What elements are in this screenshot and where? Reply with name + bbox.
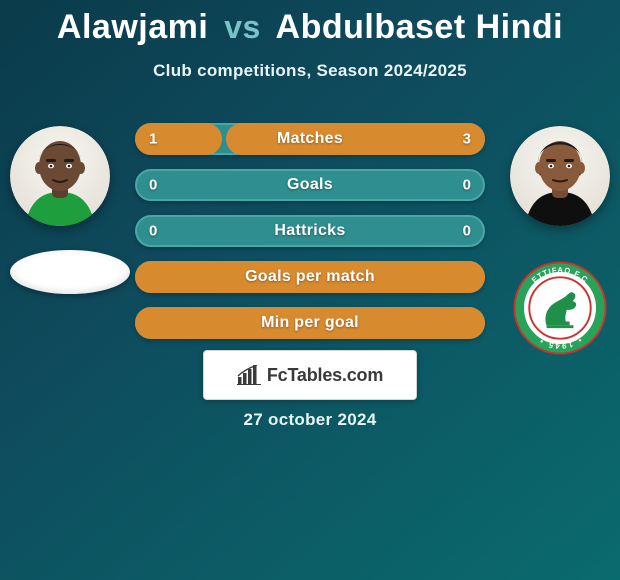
ettifaq-crest-icon: ETTIFAQ F.C • 1945 • bbox=[512, 260, 608, 356]
player2-avatar bbox=[510, 126, 610, 226]
stat-value-left: 0 bbox=[149, 223, 157, 240]
title-vs: vs bbox=[224, 9, 261, 45]
player1-avatar-svg bbox=[10, 126, 110, 226]
stat-row: 0 0 Hattricks bbox=[135, 215, 485, 247]
stat-value-right: 3 bbox=[463, 131, 471, 148]
subtitle: Club competitions, Season 2024/2025 bbox=[0, 61, 620, 81]
stat-label: Matches bbox=[277, 130, 343, 148]
player1-club-logo bbox=[10, 250, 130, 294]
player1-avatar bbox=[10, 126, 110, 226]
stats-list: 1 3 Matches 0 0 Goals 0 0 Hattricks Goals per mat… bbox=[135, 123, 485, 353]
stat-value-left: 0 bbox=[149, 177, 157, 194]
stat-row: 0 0 Goals bbox=[135, 169, 485, 201]
player2-club-logo: ETTIFAQ F.C • 1945 • bbox=[510, 258, 610, 358]
stat-value-left: 1 bbox=[149, 131, 157, 148]
watermark-brand: FcTables.com bbox=[267, 365, 383, 386]
blank-oval-icon bbox=[10, 250, 130, 294]
stat-value-right: 0 bbox=[463, 223, 471, 240]
stat-row: Goals per match bbox=[135, 261, 485, 293]
stat-label: Goals bbox=[287, 176, 333, 194]
chart-bars-icon bbox=[237, 365, 261, 385]
comparison-card: Alawjami vs Abdulbaset Hindi Club compet… bbox=[0, 0, 620, 580]
stat-label: Min per goal bbox=[261, 314, 359, 332]
title-player2: Abdulbaset Hindi bbox=[276, 8, 564, 46]
stat-row: 1 3 Matches bbox=[135, 123, 485, 155]
stat-bar-left bbox=[135, 123, 222, 155]
title: Alawjami vs Abdulbaset Hindi bbox=[0, 0, 620, 47]
stat-bar-right bbox=[226, 123, 486, 155]
stat-row: Min per goal bbox=[135, 307, 485, 339]
date: 27 october 2024 bbox=[0, 410, 620, 430]
stat-label: Goals per match bbox=[245, 268, 375, 286]
player2-avatar-svg bbox=[510, 126, 610, 226]
title-player1: Alawjami bbox=[57, 8, 208, 46]
stat-value-right: 0 bbox=[463, 177, 471, 194]
watermark: FcTables.com bbox=[203, 350, 417, 400]
stat-label: Hattricks bbox=[274, 222, 345, 240]
